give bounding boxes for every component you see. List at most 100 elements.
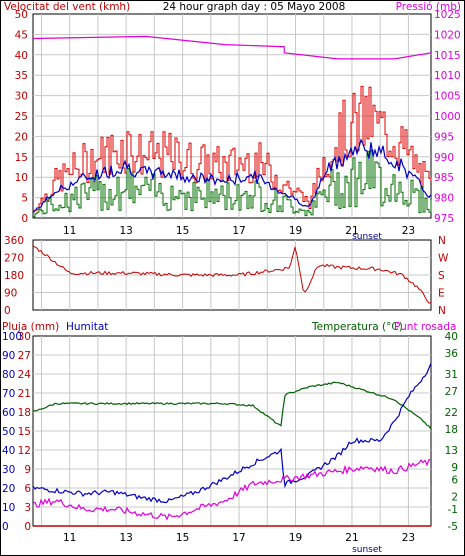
y-tick-label-temperature: 6 xyxy=(451,475,458,487)
y-tick-label-rain: 24 xyxy=(18,369,32,381)
y-tick-label-temperature: 40 xyxy=(445,331,458,343)
y-tick-label-humidity: 80 xyxy=(2,369,15,381)
x-tick-label: 17 xyxy=(232,532,245,544)
series-dewpoint xyxy=(32,458,432,521)
y-tick-label-temperature: 13 xyxy=(445,445,458,457)
x-tick-label: 15 xyxy=(176,225,189,237)
y-tick-label-wind: 15 xyxy=(15,152,28,164)
y-tick-label-pressure: 1020 xyxy=(434,29,461,41)
sunset-label: sunset xyxy=(352,545,382,555)
humidity-axis-title: Humitat xyxy=(66,321,108,333)
y-tick-label-direction: 270 xyxy=(4,253,24,265)
x-tick-label: 21 xyxy=(345,532,358,544)
axis-labels: 0510152025303540455097598098599099510001… xyxy=(2,9,461,555)
y-tick-label-rain: 9 xyxy=(24,464,31,476)
y-tick-label-direction: 180 xyxy=(4,270,24,282)
panel-wind-series xyxy=(32,35,432,218)
y-tick-label-wind: 40 xyxy=(15,50,28,62)
series-wind-average xyxy=(32,138,432,214)
x-tick-label: 11 xyxy=(63,225,76,237)
temp-axis-title: Temperatura (°C) xyxy=(311,321,403,333)
y-tick-label-humidity: 0 xyxy=(2,521,9,533)
y-tick-label-compass: S xyxy=(438,270,445,282)
wind-axis-title: Velocitat del vent (kmh) xyxy=(4,1,130,13)
y-tick-label-pressure: 1010 xyxy=(434,70,461,82)
x-tick-label: 17 xyxy=(232,225,245,237)
y-tick-label-humidity: 90 xyxy=(2,350,15,362)
y-tick-label-humidity: 30 xyxy=(2,464,15,476)
x-tick-label: 15 xyxy=(176,532,189,544)
y-tick-label-pressure: 1015 xyxy=(434,50,461,62)
y-tick-label-humidity: 40 xyxy=(2,445,15,457)
y-tick-label-compass: N xyxy=(438,305,446,317)
y-tick-label-temperature: -5 xyxy=(448,521,458,533)
chart-title: 24 hour graph day : 05 Mayo 2008 xyxy=(163,1,346,13)
y-tick-label-rain: 12 xyxy=(18,445,31,457)
y-tick-label-direction: 0 xyxy=(4,305,11,317)
y-tick-label-rain: 3 xyxy=(24,502,31,514)
series-wind-low xyxy=(33,149,432,218)
y-tick-label-wind: 50 xyxy=(15,9,28,21)
y-tick-label-humidity: 60 xyxy=(2,407,15,419)
y-tick-label-humidity: 50 xyxy=(2,426,15,438)
rain-axis-title: Pluja (mm) xyxy=(2,321,59,333)
panel-temp-series xyxy=(32,362,432,527)
dew-axis-title: Punt rosada xyxy=(394,321,456,333)
y-tick-label-humidity: 10 xyxy=(2,502,15,514)
y-tick-label-pressure: 990 xyxy=(434,152,454,164)
y-tick-label-temperature: 27 xyxy=(445,386,458,398)
y-tick-label-pressure: 1005 xyxy=(434,91,461,103)
y-tick-label-wind: 20 xyxy=(15,131,28,143)
x-tick-label: 11 xyxy=(63,532,76,544)
series-humidity xyxy=(32,362,432,504)
x-tick-label: 23 xyxy=(402,225,415,237)
y-tick-label-temperature: 31 xyxy=(445,369,458,381)
y-tick-label-temperature: 22 xyxy=(445,407,458,419)
y-tick-label-rain: 21 xyxy=(18,388,31,400)
panel-direction-series xyxy=(32,245,432,304)
y-tick-label-direction: 90 xyxy=(4,288,17,300)
series-temperature xyxy=(32,381,432,430)
y-tick-label-temperature: 18 xyxy=(445,424,458,436)
y-tick-label-humidity: 100 xyxy=(2,331,22,343)
panel-temp-grid xyxy=(33,336,431,526)
series-pressure xyxy=(32,35,432,60)
y-tick-label-wind: 30 xyxy=(15,91,28,103)
y-tick-label-wind: 45 xyxy=(15,29,28,41)
y-tick-label-wind: 0 xyxy=(21,213,28,225)
y-tick-label-wind: 10 xyxy=(15,172,28,184)
y-tick-label-pressure: 980 xyxy=(434,193,454,205)
x-tick-label: 23 xyxy=(402,532,415,544)
y-tick-label-pressure: 985 xyxy=(434,172,454,184)
pressure-axis-title: Pressió (mb) xyxy=(396,1,461,13)
y-tick-label-rain: 6 xyxy=(24,483,31,495)
series-wind-gust xyxy=(33,85,432,212)
x-tick-label: 19 xyxy=(289,225,302,237)
x-tick-label: 13 xyxy=(119,532,132,544)
y-tick-label-compass: W xyxy=(438,253,449,265)
y-tick-label-humidity: 70 xyxy=(2,388,15,400)
y-tick-label-wind: 25 xyxy=(15,111,28,123)
series-wind-direction xyxy=(32,245,432,304)
y-tick-label-wind: 5 xyxy=(21,193,28,205)
x-tick-label: 13 xyxy=(119,225,132,237)
y-tick-label-direction: 360 xyxy=(4,235,24,247)
panel-wind-grid xyxy=(33,14,431,218)
y-tick-label-rain: 30 xyxy=(18,331,31,343)
y-tick-label-rain: 15 xyxy=(18,426,31,438)
y-tick-label-rain: 0 xyxy=(24,521,31,533)
x-tick-label: 21 xyxy=(345,225,358,237)
y-tick-label-temperature: 2 xyxy=(451,491,458,503)
y-tick-label-pressure: 975 xyxy=(434,213,454,225)
y-tick-label-pressure: 1000 xyxy=(434,111,461,123)
y-tick-label-rain: 27 xyxy=(18,350,31,362)
y-tick-label-temperature: 36 xyxy=(445,348,459,360)
y-tick-label-compass: E xyxy=(438,288,445,300)
y-tick-label-compass: N xyxy=(438,235,446,247)
y-tick-label-temperature: 9 xyxy=(451,462,458,474)
y-tick-label-temperature: -1 xyxy=(448,504,458,516)
x-tick-label: 19 xyxy=(289,532,302,544)
sunset-label: sunset xyxy=(352,232,382,242)
y-tick-label-rain: 18 xyxy=(18,407,31,419)
